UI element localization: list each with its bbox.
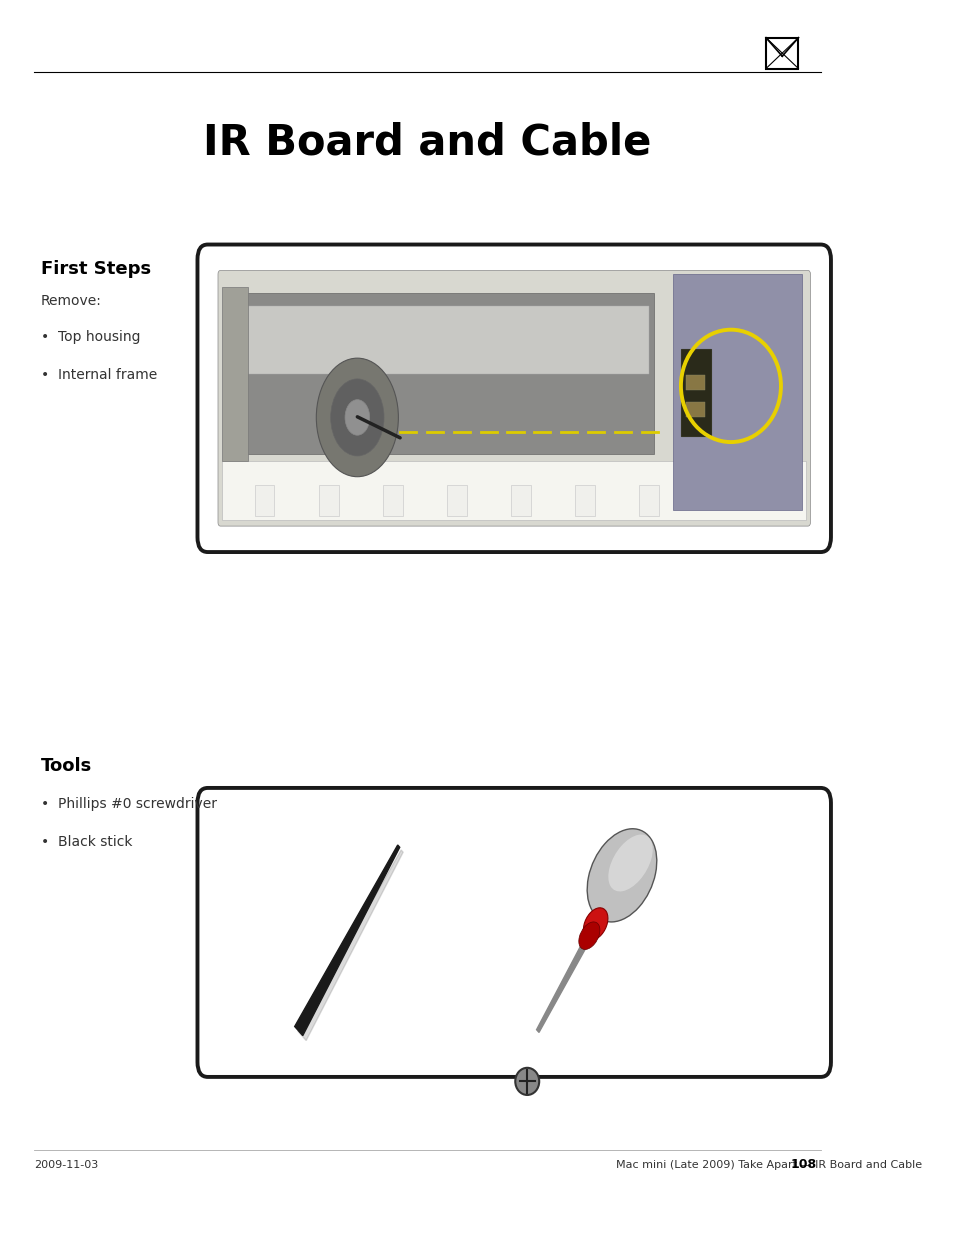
Text: Remove:: Remove: xyxy=(41,294,102,309)
Text: First Steps: First Steps xyxy=(41,261,151,278)
FancyBboxPatch shape xyxy=(254,485,274,516)
Polygon shape xyxy=(294,845,399,1036)
Polygon shape xyxy=(536,940,588,1032)
Circle shape xyxy=(331,379,384,456)
FancyBboxPatch shape xyxy=(197,788,830,1077)
Ellipse shape xyxy=(583,908,607,940)
Text: 108: 108 xyxy=(789,1158,816,1171)
Text: •  Phillips #0 screwdriver: • Phillips #0 screwdriver xyxy=(41,797,216,811)
FancyBboxPatch shape xyxy=(225,293,653,454)
FancyBboxPatch shape xyxy=(639,485,659,516)
Text: •  Top housing: • Top housing xyxy=(41,330,140,345)
FancyBboxPatch shape xyxy=(511,485,530,516)
FancyBboxPatch shape xyxy=(318,485,338,516)
FancyBboxPatch shape xyxy=(197,245,830,552)
FancyBboxPatch shape xyxy=(765,38,798,69)
FancyBboxPatch shape xyxy=(686,403,704,417)
Text: Tools: Tools xyxy=(41,757,92,774)
FancyBboxPatch shape xyxy=(218,270,810,526)
FancyBboxPatch shape xyxy=(575,485,595,516)
FancyBboxPatch shape xyxy=(382,485,402,516)
Text: 2009-11-03: 2009-11-03 xyxy=(34,1160,98,1170)
FancyBboxPatch shape xyxy=(680,350,711,436)
FancyBboxPatch shape xyxy=(686,375,704,390)
Text: •  Internal frame: • Internal frame xyxy=(41,368,157,383)
Ellipse shape xyxy=(586,829,656,923)
Circle shape xyxy=(345,400,369,435)
FancyBboxPatch shape xyxy=(222,461,805,520)
Text: •  Black stick: • Black stick xyxy=(41,835,132,850)
Polygon shape xyxy=(297,850,403,1041)
FancyBboxPatch shape xyxy=(672,274,801,510)
FancyBboxPatch shape xyxy=(229,305,649,373)
FancyBboxPatch shape xyxy=(447,485,466,516)
Circle shape xyxy=(316,358,398,477)
Ellipse shape xyxy=(515,1068,538,1095)
Ellipse shape xyxy=(608,835,652,892)
Text: IR Board and Cable: IR Board and Cable xyxy=(203,121,651,163)
Text: Mac mini (Late 2009) Take Apart — IR Board and Cable: Mac mini (Late 2009) Take Apart — IR Boa… xyxy=(615,1160,921,1170)
FancyBboxPatch shape xyxy=(222,287,248,461)
Ellipse shape xyxy=(578,921,599,950)
